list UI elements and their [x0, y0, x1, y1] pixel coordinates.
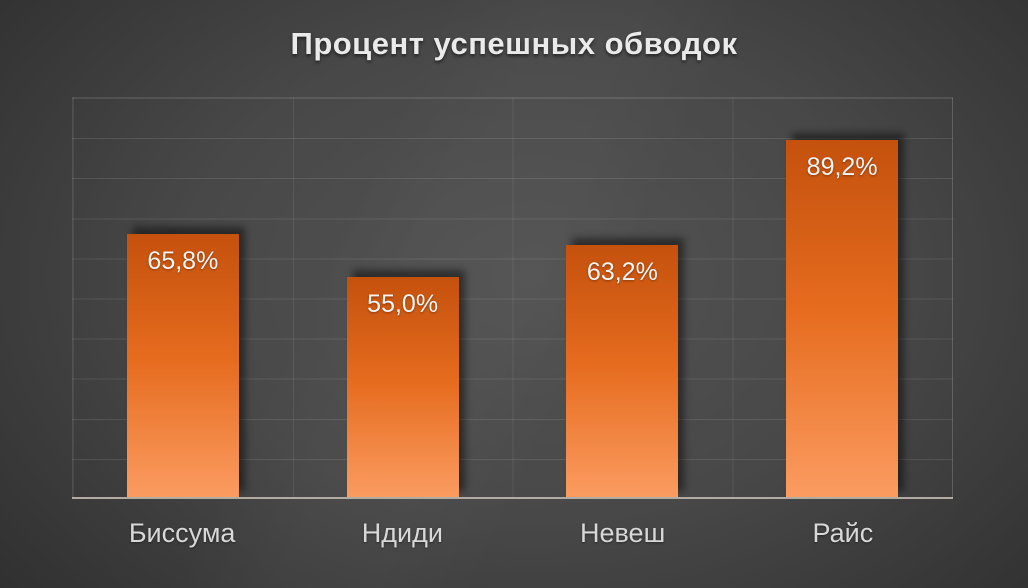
bar-neves: 63,2% — [566, 245, 679, 498]
bar-ndidi: 55,0% — [346, 277, 459, 498]
bar-series: 65,8% 55,0% 63,2% 89,2% — [73, 98, 952, 498]
x-axis-line — [72, 497, 953, 499]
x-axis-label: Биссума — [128, 518, 236, 548]
chart-title: Процент успешных обводок — [290, 26, 738, 61]
bar-column-ndidi: 55,0% — [293, 98, 513, 498]
bar-bissuma: 65,8% — [126, 234, 239, 498]
bar-rice: 89,2% — [786, 140, 899, 498]
bar-column-rice: 89,2% — [732, 98, 952, 498]
x-axis-label: Райс — [812, 518, 874, 548]
bar-value-label: 65,8% — [147, 247, 219, 275]
bar-value-label: 89,2% — [806, 153, 878, 181]
bar-column-bissuma: 65,8% — [73, 98, 293, 498]
x-axis-label: Ндиди — [361, 518, 443, 548]
x-axis-label: Невеш — [580, 518, 666, 548]
x-axis-labels: Биссума Ндиди Невеш Райс — [72, 518, 953, 549]
bar-value-label: 63,2% — [586, 258, 658, 286]
plot-area: 65,8% 55,0% 63,2% 89,2% — [72, 97, 953, 499]
bar-value-label: 55,0% — [367, 290, 439, 318]
bar-column-neves: 63,2% — [513, 98, 733, 498]
